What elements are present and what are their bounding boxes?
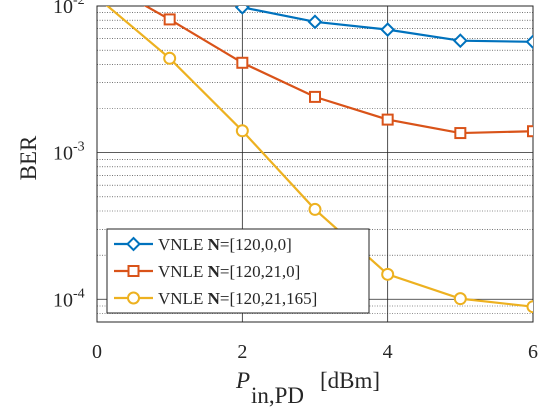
x-tick-label: 4 (383, 341, 393, 363)
data-point-series-1 (452, 33, 468, 49)
data-point-series-3 (453, 292, 467, 306)
data-point-series-3 (526, 300, 533, 314)
data-point-series-1 (525, 34, 533, 50)
x-axis-label-main: P (235, 368, 250, 393)
x-tick-label: 2 (237, 341, 247, 363)
x-tick-label: 0 (92, 341, 102, 363)
data-point-series-2 (163, 13, 176, 26)
x-axis-label: P in,PD [dBm] (235, 368, 380, 408)
data-point-series-2 (236, 56, 249, 69)
data-point-series-3 (308, 202, 322, 216)
data-point-series-3 (235, 124, 249, 138)
legend: VNLE N=[120,0,0] VNLE N=[120,21,0] VNLE N=… (106, 228, 370, 314)
legend-marker-1 (126, 236, 141, 252)
data-point-series-2 (309, 90, 321, 103)
plot-frame (96, 5, 534, 323)
data-point-series-1 (380, 22, 396, 38)
y-axis-label: BER (16, 135, 41, 180)
y-axis-ticks: 10-2 10-3 10-4 (53, 0, 85, 311)
data-point-series-2 (454, 127, 467, 140)
data-point-series-1 (307, 14, 323, 30)
legend-marker-2 (127, 265, 140, 277)
data-point-series-2 (381, 113, 394, 126)
y-tick-label: 10-3 (53, 140, 85, 165)
legend-label-1: VNLE N=[120,0,0] (158, 235, 292, 254)
legend-label-2: VNLE N=[120,21,0] (158, 262, 300, 281)
series-markers (163, 6, 533, 314)
x-tick-label: 6 (528, 341, 538, 363)
data-point-series-2 (527, 125, 533, 138)
x-axis-label-sub: in,PD (251, 383, 304, 408)
x-axis-ticks: 0 2 4 6 (92, 341, 538, 363)
data-point-series-3 (163, 51, 177, 65)
y-tick-label: 10-4 (53, 286, 85, 311)
legend-marker-3 (127, 291, 140, 305)
data-point-series-3 (381, 267, 395, 281)
x-axis-label-unit: [dBm] (320, 368, 380, 393)
data-point-series-1 (234, 6, 250, 15)
y-tick-label: 10-2 (53, 0, 85, 18)
series-line-2 (143, 6, 533, 135)
legend-label-3: VNLE N=[120,21,165] (158, 289, 317, 308)
